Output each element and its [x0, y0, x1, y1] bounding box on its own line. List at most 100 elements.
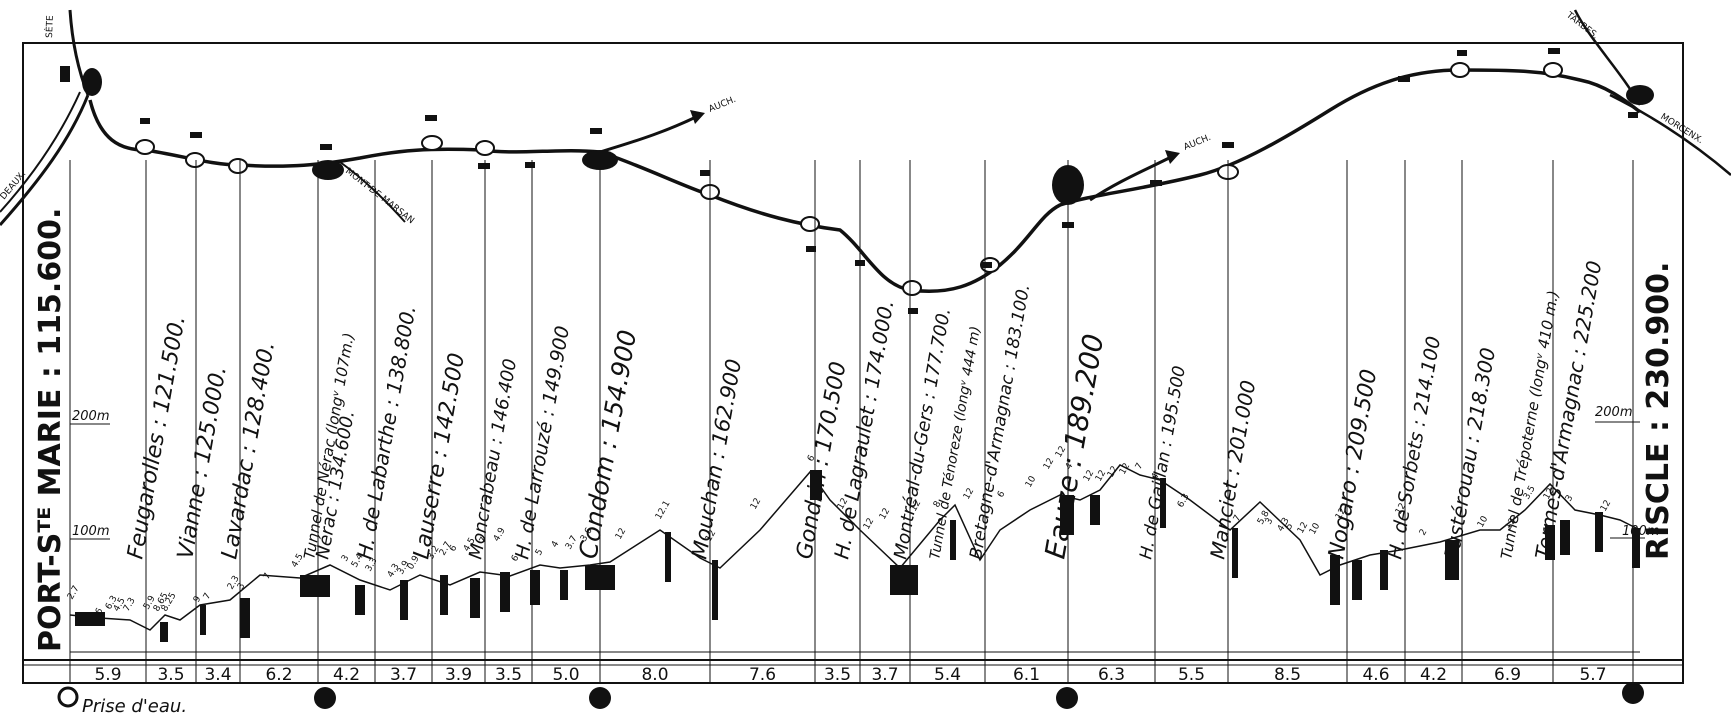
- station-label: Mouchan : 162.900: [687, 357, 746, 561]
- profile-bar: [1595, 512, 1603, 552]
- gradient-label: 7: [202, 592, 214, 602]
- station-label: H. de Sorbets : 214.100: [1384, 335, 1445, 561]
- gradient-label: 12: [962, 487, 976, 502]
- station-label: H. de Gaillan : 195.500: [1136, 364, 1190, 561]
- yard-nerac: [312, 160, 344, 180]
- building-mark: [1150, 180, 1162, 186]
- junction-morcenx-label: MORCENX.: [1658, 112, 1704, 146]
- profile-bar: [1545, 525, 1555, 560]
- distance-value: 6.1: [1013, 665, 1040, 685]
- plan-station: [228, 158, 248, 174]
- distance-value: 3.5: [824, 665, 851, 685]
- branch-to-auch-1-arrow: [690, 110, 705, 124]
- distance-value: 5.7: [1579, 665, 1606, 685]
- station-labels: Feugarolles : 121.500.Vianne : 125.000.L…: [123, 259, 1606, 561]
- distance-value: 6.3: [1098, 665, 1125, 685]
- distance-value: 3.9: [445, 665, 472, 685]
- distance-value: 4.2: [333, 665, 360, 685]
- profile-bar: [810, 470, 822, 500]
- profile-bar: [1352, 560, 1362, 600]
- branch-auch-2-label: AUCH.: [1182, 133, 1212, 153]
- gradient-label: 12: [1118, 462, 1132, 477]
- profile-bar: [400, 580, 408, 620]
- plan-buildings: [60, 48, 1638, 314]
- distance-value: 8.0: [641, 665, 668, 685]
- junction-sete-label: SÈTE: [43, 15, 56, 38]
- distance-value: 6.9: [1494, 665, 1521, 685]
- distance-value: 3.4: [204, 665, 231, 685]
- water-intake-marker: [589, 687, 611, 709]
- plan-station: [421, 135, 443, 151]
- profile-bar: [1445, 540, 1459, 580]
- profile-bar: [470, 578, 480, 618]
- gradient-label: 12: [749, 497, 763, 512]
- gradient-label: 10: [1476, 514, 1491, 529]
- gradient-label: 3: [1564, 494, 1576, 504]
- gradient-label: 6.3: [1176, 492, 1192, 509]
- water-intake-marker: [1056, 687, 1078, 709]
- profile-bar: [355, 585, 365, 615]
- profile-bar: [1232, 528, 1238, 578]
- altitude-left-200: 200m: [72, 409, 109, 424]
- gradient-label: 4: [1150, 471, 1162, 481]
- gradient-label: 12.1: [654, 499, 673, 521]
- profile-bar: [1632, 528, 1640, 568]
- line-to-bordeaux-2: [0, 91, 81, 213]
- plan-station: [135, 139, 155, 155]
- gradient-label: 7: [1232, 514, 1244, 524]
- distance-value: 5.0: [552, 665, 579, 685]
- profile-bar: [75, 612, 105, 626]
- plan-station: [902, 280, 922, 296]
- building-mark: [1222, 142, 1234, 148]
- gradient-label: 8: [932, 499, 944, 509]
- gradient-label: 12: [878, 507, 892, 522]
- distance-value: 3.5: [157, 665, 184, 685]
- distance-value: 7.6: [749, 665, 776, 685]
- profile-bar: [500, 572, 510, 612]
- station-label: Fustérouau : 218.300: [1439, 346, 1500, 561]
- origin-label: PORT-Sᵀᴱ MARIE : 115.600.: [33, 208, 68, 652]
- profile-bar: [1380, 550, 1388, 590]
- building-mark: [478, 163, 490, 169]
- line-to-bordeaux: [0, 94, 90, 226]
- distance-value: 4.2: [1420, 665, 1447, 685]
- gradient-label: 12: [1599, 499, 1613, 514]
- distance-value: 5.5: [1178, 665, 1205, 685]
- water-intake-marker: [314, 687, 336, 709]
- building-mark: [1548, 48, 1560, 54]
- profile-bar: [1160, 478, 1166, 528]
- profile-bar: [585, 565, 615, 590]
- gradient-label: 12: [1054, 445, 1068, 460]
- gradient-label: 12: [862, 517, 876, 532]
- gradient-label: 12: [1094, 469, 1108, 484]
- gradient-label: 6: [996, 489, 1008, 499]
- building-mark: [806, 246, 816, 252]
- route-plan-line: [88, 68, 1642, 293]
- gradient-label: 12: [909, 499, 923, 514]
- gradient-label: 9: [192, 594, 204, 604]
- building-mark: [590, 128, 602, 134]
- profile-bar: [890, 565, 918, 595]
- diagram-frame: [22, 42, 1684, 684]
- branch-to-auch-2-arrow: [1165, 150, 1180, 164]
- gradient-label: 12: [1334, 507, 1348, 522]
- gradient-label: 7: [262, 572, 274, 582]
- branch-mont-de-marsan-label: MONT-DE-MARSAN: [343, 166, 416, 226]
- building-mark: [1398, 76, 1410, 82]
- profile-bar: [560, 570, 568, 600]
- gradient-label: 6: [448, 543, 460, 553]
- branch-auch-1-label: AUCH.: [707, 95, 737, 115]
- profile-bar: [530, 570, 540, 605]
- branch-to-mont-de-marsan: [339, 161, 406, 223]
- profile-bar: [950, 520, 956, 560]
- distance-value: 3.5: [495, 665, 522, 685]
- altitude-right-200: 200m: [1595, 405, 1632, 420]
- building-mark: [425, 115, 437, 121]
- building-mark: [140, 118, 150, 124]
- gradient-label: 4: [550, 539, 562, 549]
- gradient-label: 6: [94, 606, 106, 616]
- profile-bar: [712, 560, 718, 620]
- gradient-label: 6: [510, 553, 522, 563]
- gradient-label: 12: [1106, 465, 1120, 480]
